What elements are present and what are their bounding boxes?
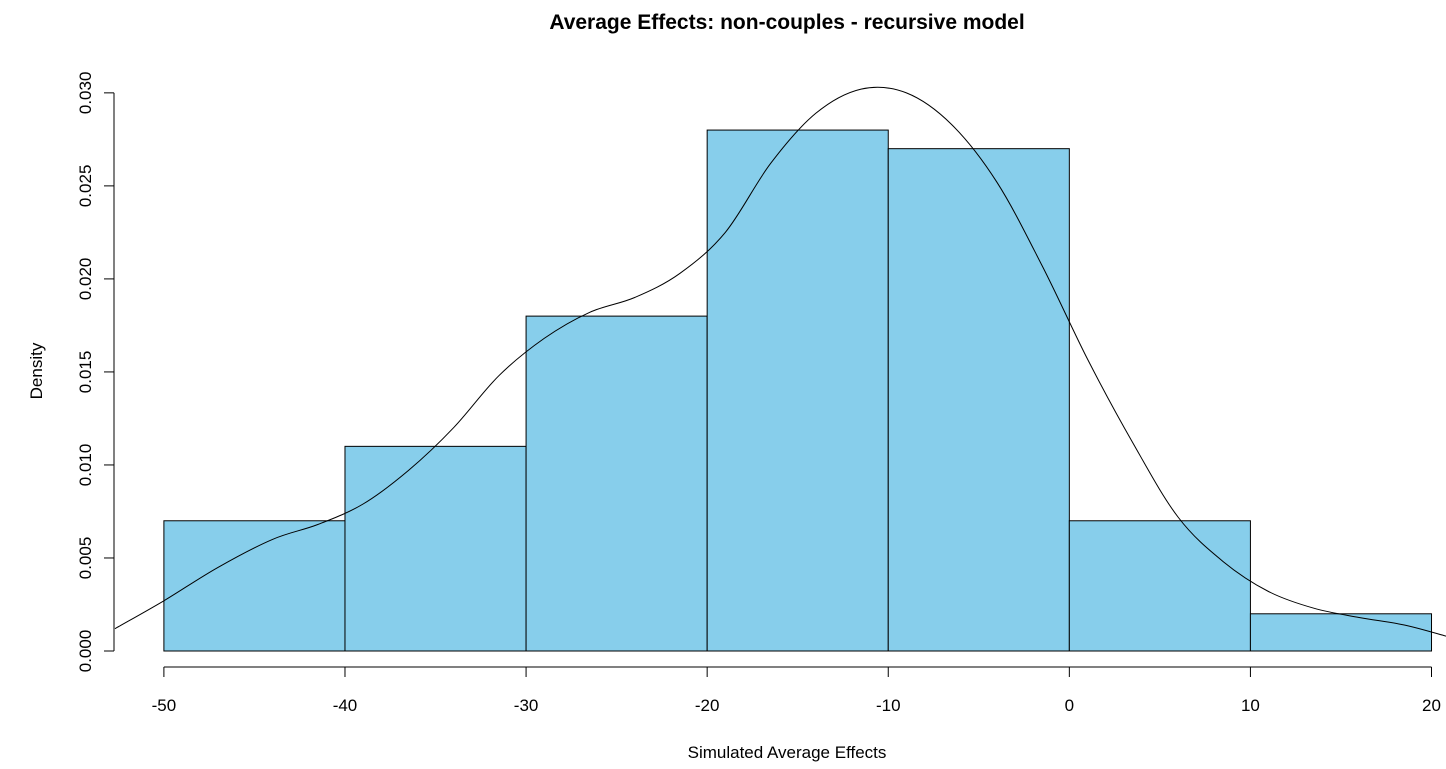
x-tick-label: -20 — [695, 696, 720, 715]
y-tick-label: 0.025 — [76, 165, 95, 208]
histogram-bar — [706, 129, 889, 652]
y-axis: 0.000 0.005 0.010 0.015 0.020 0.025 0.030 — [76, 72, 115, 673]
chart-title: Average Effects: non-couples - recursive… — [549, 11, 1024, 34]
x-tick-label: -50 — [152, 696, 177, 715]
density-curve — [114, 86, 1446, 637]
histogram-bars — [163, 129, 1433, 652]
x-tick-label: 0 — [1065, 696, 1074, 715]
y-tick-label: 0.020 — [76, 258, 95, 301]
y-tick-label: 0.000 — [76, 630, 95, 673]
histogram-bar — [163, 520, 346, 652]
x-tick-label: -40 — [333, 696, 358, 715]
x-axis: -50 -40 -30 -20 -10 0 10 20 — [152, 666, 1441, 715]
y-tick-label: 0.010 — [76, 444, 95, 487]
x-tick-label: -10 — [876, 696, 901, 715]
histogram-bar — [887, 148, 1070, 652]
histogram-bar — [1249, 613, 1433, 652]
x-tick-label: 10 — [1241, 696, 1260, 715]
x-tick-label: 20 — [1422, 696, 1441, 715]
y-tick-label: 0.005 — [76, 537, 95, 580]
histogram-bar — [344, 445, 527, 652]
y-tick-label: 0.030 — [76, 72, 95, 115]
y-axis-label: Density — [27, 342, 46, 399]
x-tick-label: -30 — [514, 696, 539, 715]
histogram-bar — [525, 315, 708, 652]
histogram-bar — [1068, 520, 1251, 652]
y-tick-label: 0.015 — [76, 351, 95, 394]
x-axis-label: Simulated Average Effects — [688, 743, 887, 762]
